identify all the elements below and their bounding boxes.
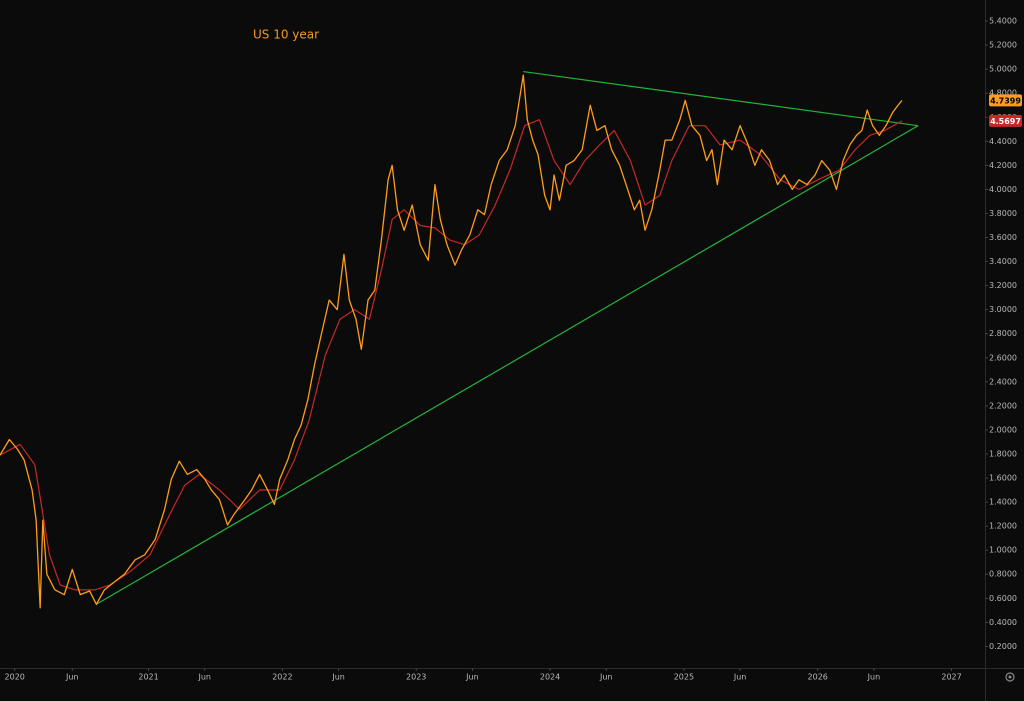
- y-tick-label: 3.2000: [989, 281, 1017, 290]
- x-tick-label: Jun: [465, 673, 479, 682]
- y-tick-label: 1.4000: [989, 498, 1017, 507]
- x-tick-label: Jun: [198, 673, 212, 682]
- y-tick-label: 3.8000: [989, 209, 1017, 218]
- series-line: [0, 119, 903, 591]
- series-line: [523, 70, 919, 127]
- y-tick-label: 2.0000: [989, 425, 1017, 434]
- y-tick-label: 5.6000: [989, 0, 1017, 2]
- y-tick-label: 2.8000: [989, 329, 1017, 338]
- y-tick-label: 4.0000: [989, 185, 1017, 194]
- y-tick-label: 2.4000: [989, 377, 1017, 386]
- settings-icon-dot: [1008, 675, 1012, 679]
- price-tag-label: 4.7399: [990, 96, 1021, 105]
- x-tick-label: 2027: [941, 673, 961, 682]
- y-tick-label: 5.4000: [989, 17, 1017, 26]
- x-tick-label: Jun: [733, 673, 747, 682]
- y-tick-label: 3.6000: [989, 233, 1017, 242]
- settings-button[interactable]: [1005, 672, 1015, 682]
- x-tick-label: Jun: [65, 673, 79, 682]
- y-tick-label: 4.4000: [989, 137, 1017, 146]
- price-tag: [989, 114, 1022, 127]
- y-tick-label: 3.4000: [989, 257, 1017, 266]
- x-tick-label: 2026: [808, 673, 828, 682]
- series-line: [96, 125, 919, 605]
- x-tick-label: 2023: [406, 673, 426, 682]
- y-tick-label: 0.4000: [989, 618, 1017, 627]
- x-tick-label: Jun: [331, 673, 345, 682]
- chart-title: US 10 year: [253, 28, 319, 42]
- x-tick-label: 2021: [138, 673, 158, 682]
- x-tick-label: 2025: [674, 673, 694, 682]
- y-tick-label: 1.6000: [989, 474, 1017, 483]
- y-tick-label: 2.2000: [989, 401, 1017, 410]
- y-tick-label: 3.0000: [989, 305, 1017, 314]
- y-tick-label: 0.6000: [989, 594, 1017, 603]
- price-tag-label: 4.5697: [990, 117, 1021, 126]
- series-line: [0, 74, 903, 609]
- y-tick-label: 4.2000: [989, 161, 1017, 170]
- y-tick-label: 1.8000: [989, 449, 1017, 458]
- x-tick-label: Jun: [599, 673, 613, 682]
- y-tick-label: 4.8000: [989, 89, 1017, 98]
- y-tick-label: 1.0000: [989, 546, 1017, 555]
- x-tick-label: 2022: [272, 673, 292, 682]
- y-tick-label: 2.6000: [989, 353, 1017, 362]
- y-tick-label: 0.2000: [989, 642, 1017, 651]
- x-tick-label: 2024: [540, 673, 560, 682]
- price-tag: [989, 94, 1022, 107]
- y-tick-label: 0.8000: [989, 570, 1017, 579]
- x-tick-label: Jun: [867, 673, 881, 682]
- plot-area: [0, 70, 919, 609]
- y-tick-label: 5.0000: [989, 65, 1017, 74]
- y-tick-label: 5.2000: [989, 41, 1017, 50]
- y-tick-label: 1.2000: [989, 522, 1017, 531]
- x-tick-label: 2020: [5, 673, 25, 682]
